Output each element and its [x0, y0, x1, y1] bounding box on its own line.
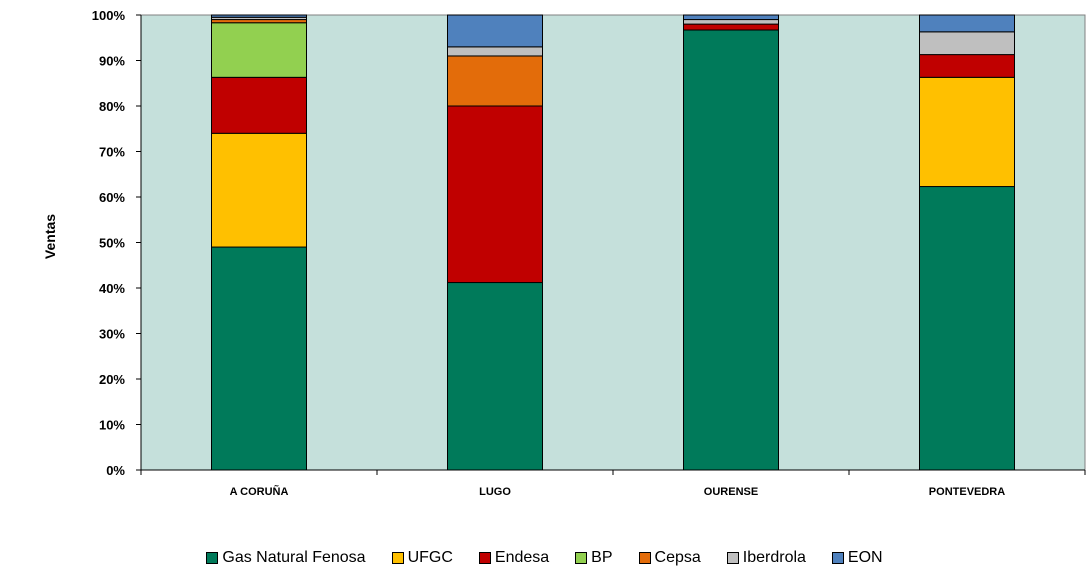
legend-swatch [575, 552, 588, 564]
legend-swatch [206, 552, 219, 564]
y-tick-label: 70% [99, 145, 125, 160]
bar-segment [211, 22, 307, 78]
y-tick-label: 20% [99, 372, 125, 387]
bar-segment [447, 105, 543, 284]
legend-label: EON [847, 549, 883, 566]
legend-item: UFGC [391, 549, 453, 567]
y-tick-label: 80% [99, 99, 125, 114]
legend-label: Cepsa [654, 549, 701, 566]
x-category-label: A CORUÑA [230, 485, 289, 498]
bar-segment [919, 54, 1015, 78]
legend-swatch [831, 552, 844, 564]
bar-segment [447, 55, 543, 107]
bar-segment [447, 14, 543, 48]
bar-segment [919, 14, 1015, 33]
bar-segment [683, 23, 779, 31]
y-tick-label: 0% [106, 463, 125, 478]
bar-segment [683, 14, 779, 21]
y-tick-label: 10% [99, 418, 125, 433]
legend-swatch [726, 552, 739, 564]
y-tick-label: 40% [99, 281, 125, 296]
bar-segment [683, 29, 779, 471]
legend-label: Gas Natural Fenosa [222, 549, 366, 566]
bar-segment [919, 186, 1015, 471]
y-tick-label: 90% [99, 54, 125, 69]
bar-segment [211, 246, 307, 471]
bar-segment [447, 46, 543, 57]
bar-segment [919, 31, 1015, 56]
x-category-label: LUGO [479, 486, 511, 498]
bar-segment [211, 76, 307, 134]
legend-label: Endesa [494, 549, 550, 566]
legend-item: Gas Natural Fenosa [206, 549, 366, 567]
legend-item: Iberdrola [726, 549, 806, 567]
x-category-label: PONTEVEDRA [929, 486, 1005, 498]
legend-swatch [391, 552, 404, 564]
legend-swatch [478, 552, 491, 564]
y-tick-label: 30% [99, 327, 125, 342]
legend-label: BP [591, 549, 613, 566]
y-tick-label: 50% [99, 236, 125, 251]
legend-label: UFGC [407, 549, 453, 566]
bar-segment [683, 19, 779, 25]
stacked-bar-chart: 0% 10% 20% 30% 40% 50% 60% 70% 80% 90% 100% A CORUÑ… [42, 8, 1086, 498]
chart-legend: Gas Natural Fenosa UFGC Endesa BP Cepsa Iberd… [0, 549, 1089, 567]
bar-segment [211, 132, 307, 248]
legend-item: Endesa [478, 549, 550, 567]
x-category-label: OURENSE [704, 486, 758, 498]
legend-item: BP [575, 549, 613, 567]
bar-segment [447, 282, 543, 471]
legend-item: Cepsa [638, 549, 701, 567]
legend-item: EON [831, 549, 883, 567]
y-tick-label: 60% [99, 190, 125, 205]
y-axis-title: Ventas [42, 214, 58, 259]
bar-segment [211, 14, 307, 18]
legend-label: Iberdrola [742, 549, 806, 566]
y-tick-label: 100% [92, 8, 126, 23]
legend-swatch [638, 552, 651, 564]
bar-segment [919, 76, 1015, 188]
